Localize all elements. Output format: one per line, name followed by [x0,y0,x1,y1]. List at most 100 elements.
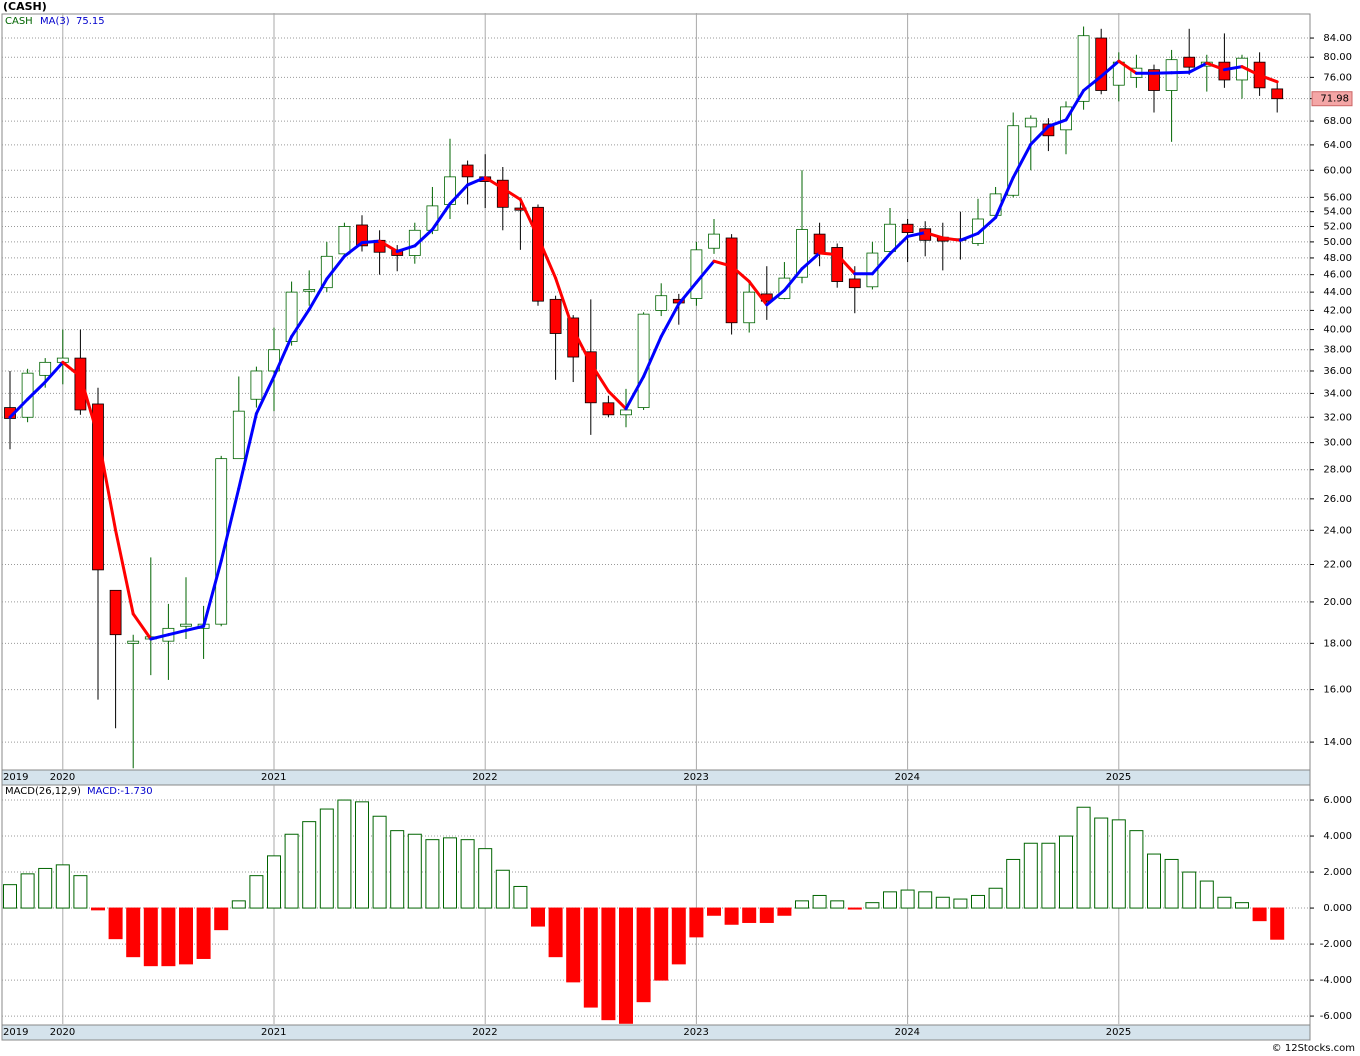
macd-panel [1,784,1311,1026]
candle-body [180,623,192,627]
candle-body [813,233,826,255]
y-tick-label: 52.00 [1323,221,1352,232]
y-tick-label: 64.00 [1323,140,1352,151]
x-tick-label: 2020 [50,1027,75,1038]
ma-segment [501,186,522,201]
x-tick-label: 2023 [683,772,708,783]
y-tick-label: 26.00 [1323,494,1352,505]
ma-segment [694,259,716,284]
macd-bar [847,907,862,910]
candle-body [584,351,597,404]
ma-segment [1258,73,1279,84]
candle-body [250,370,263,400]
macd-bar [707,907,721,916]
macd-bar [777,907,792,916]
ma-segment [589,361,610,393]
y-tick-label: 44.00 [1323,287,1352,298]
candle-body [866,252,879,288]
macd-bar [583,907,598,1008]
macd-bar [91,907,105,911]
ma-segment [1029,124,1050,146]
ma-segment [360,239,382,245]
ma-segment [466,176,487,187]
macd-bar [425,839,440,909]
ma-segment [1187,61,1209,74]
candle-body [708,233,720,249]
legend-ma: MA(3) [40,16,70,27]
legend-ma-value: 75.15 [76,16,105,27]
macd-bar [689,907,704,938]
chart-title: (CASH) [3,0,47,13]
ma-segment [677,280,698,306]
y-tick-label: -4.000 [1320,975,1352,986]
macd-bar [971,894,985,909]
macd-bar [55,864,70,909]
macd-bar [742,907,757,923]
macd-bar [759,907,774,923]
macd-bar [935,896,950,909]
macd-bar [1059,835,1073,909]
macd-bar [214,907,229,931]
macd-legend-value: MACD:-1.730 [87,786,153,797]
candle-body [303,289,316,292]
ma-segment [483,176,505,190]
ma-segment [536,235,558,280]
macd-bar [953,898,968,909]
macd-bar [795,900,809,909]
macd-legend: MACD(26,12,9) [5,786,81,797]
candle-body [92,403,104,571]
y-tick-label: 24.00 [1323,525,1352,536]
x-tick-label: 2024 [895,772,920,783]
ma-segment [747,280,769,307]
y-tick-label: 20.00 [1323,597,1352,608]
y-tick-label: 0.000 [1323,903,1352,914]
macd-bar [1147,853,1161,909]
macd-bar [355,801,369,909]
macd-bar [284,833,299,909]
y-tick-label: 76.00 [1323,72,1352,83]
x-tick-label: 2019 [3,772,28,783]
ma-segment [642,335,663,378]
ma-segment [1170,70,1191,75]
ma-segment [61,360,82,378]
macd-x-axis [1,1024,1311,1041]
macd-bar [319,808,334,909]
ma-segment [554,276,575,332]
y-tick-label: 22.00 [1323,559,1352,570]
candle-body [725,237,738,324]
macd-bar [179,907,193,965]
macd-bar [531,907,545,927]
macd-bar [654,907,669,981]
y-tick-label: 32.00 [1323,412,1352,423]
macd-bar [73,875,88,909]
ma-segment [290,307,311,339]
macd-bar [108,907,123,940]
ma-segment [1222,65,1244,72]
footer: © 12Stocks.com [1272,1043,1355,1054]
ma-segment [1011,142,1033,180]
candle-body [690,249,703,299]
candle-body [408,229,421,256]
ma-segment [237,412,258,490]
ma-segment [1205,61,1226,72]
candle-body [1165,59,1178,91]
macd-bar [566,907,581,983]
y-tick-label: 50.00 [1323,237,1352,248]
macd-bar [918,891,933,909]
macd-bar [548,907,563,958]
macd-bar [38,867,53,909]
macd-bar [636,907,651,1003]
y-tick-label: 38.00 [1323,345,1352,356]
candle-body [426,205,439,231]
ma-segment [202,559,223,628]
x-tick-label: 2025 [1106,1027,1131,1038]
macd-bar [1182,871,1197,909]
macd-bar [407,833,422,909]
ma-segment [307,277,329,311]
y-tick-label: 30.00 [1323,438,1352,449]
candle-body [602,402,615,416]
ma-segment [1117,59,1138,75]
y-tick-label: 40.00 [1323,325,1352,336]
macd-bar [267,855,281,909]
